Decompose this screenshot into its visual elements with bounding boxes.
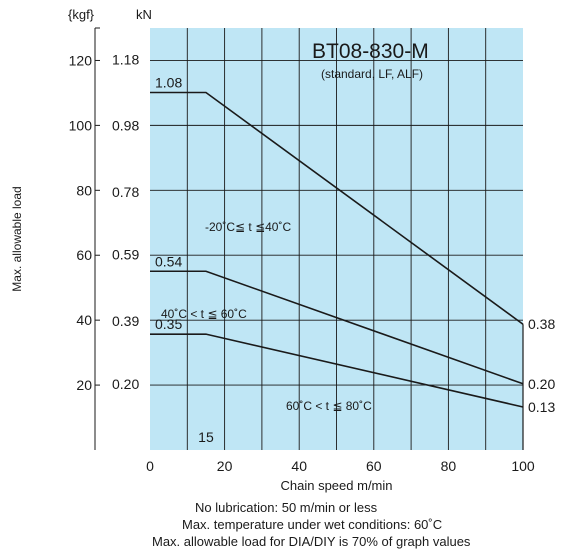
kn-tick-label: 0.39	[112, 313, 139, 329]
kgf-tick-label: 120	[69, 52, 93, 68]
series-end-label-3: 0.13	[528, 399, 555, 415]
kn-tick-label: 0.98	[112, 118, 139, 134]
series-condition-label-1: -20˚C≦ t ≦40˚C	[205, 220, 291, 234]
y-axis-title: Max. allowable load	[10, 186, 24, 291]
series-line-2	[150, 270, 524, 385]
x-tick-label: 80	[441, 458, 457, 474]
series-start-label-2: 0.54	[155, 253, 182, 269]
kgf-tick-label: 100	[69, 117, 93, 133]
knee-annotation: 15	[198, 429, 214, 445]
series-line-1	[150, 91, 524, 325]
x-tick-label: 20	[217, 458, 233, 474]
x-tick-label: 0	[146, 458, 154, 474]
kgf-tick-label: 20	[76, 377, 92, 393]
chart-labels: 20 40 60 80 100 120 0.20 0.39 0.59 0.78 0.98 1.18 0 2…	[10, 7, 555, 493]
series-condition-label-2: 40˚C < t ≦ 60˚C	[161, 307, 247, 321]
x-tick-label: 40	[291, 458, 307, 474]
x-tick-label: 100	[511, 458, 535, 474]
note-dia-diy: Max. allowable load for DIA/DIY is 70% o…	[152, 534, 471, 549]
kgf-tick-label: 60	[76, 247, 92, 263]
chart-subtitle: (standard, LF, ALF)	[321, 67, 423, 81]
series-start-label-1: 1.08	[155, 75, 182, 91]
kn-tick-label: 0.78	[112, 184, 139, 200]
kn-tick-label: 0.59	[112, 247, 139, 263]
x-axis-title: Chain speed m/min	[281, 478, 393, 493]
series-line-3	[150, 333, 524, 408]
load-speed-chart: 20 40 60 80 100 120 0.20 0.39 0.59 0.78 0.98 1.18 0 2…	[10, 7, 555, 493]
note-wet-temperature: Max. temperature under wet conditions: 6…	[182, 517, 443, 532]
kn-unit-label: kN	[136, 7, 152, 22]
grid	[150, 28, 523, 450]
series-end-label-1: 0.38	[528, 316, 555, 332]
series-lines	[150, 91, 524, 408]
x-tick-label: 60	[366, 458, 382, 474]
kgf-tick-label: 40	[76, 312, 92, 328]
note-lubrication: No lubrication: 50 m/min or less	[195, 500, 378, 515]
kgf-unit-label: {kgf}	[68, 7, 95, 22]
series-start-label-3: 0.35	[155, 316, 182, 332]
series-condition-label-3: 60˚C < t ≦ 80˚C	[286, 399, 372, 413]
axes	[94, 27, 524, 450]
chart-title: BT08-830-M	[312, 40, 429, 63]
kgf-tick-label: 80	[76, 182, 92, 198]
kn-tick-label: 1.18	[112, 51, 139, 67]
series-end-label-2: 0.20	[528, 376, 555, 392]
kn-tick-label: 0.20	[112, 376, 139, 392]
